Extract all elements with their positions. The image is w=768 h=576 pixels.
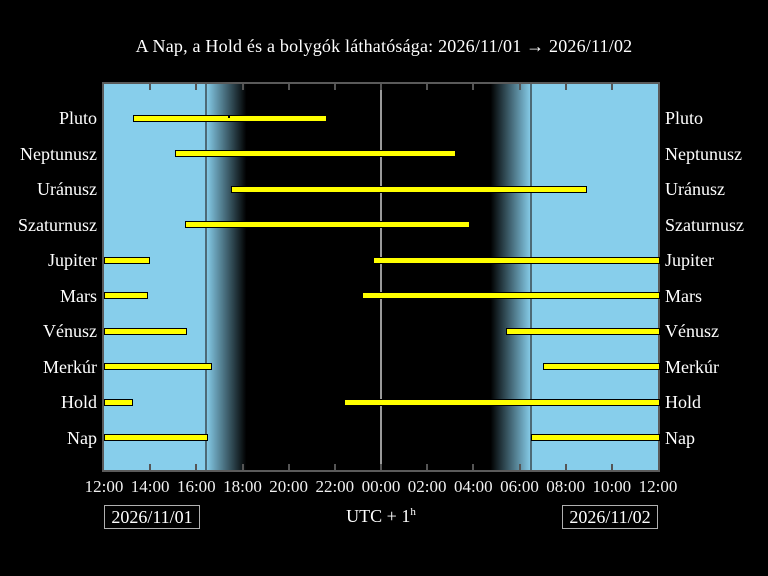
row-label-left-mars: Mars	[60, 285, 97, 306]
row-label-left-szaturnusz: Szaturnusz	[18, 214, 97, 235]
x-tick-label: 10:00	[592, 477, 632, 496]
visibility-bar-neptunusz	[175, 150, 457, 157]
axis-tick	[333, 84, 336, 90]
axis-tick	[518, 464, 521, 470]
start-date-label: 2026/11/01	[111, 507, 193, 527]
visibility-bar-mars	[361, 292, 660, 299]
row-label-right-mars: Mars	[665, 285, 702, 306]
start-date-box: 2026/11/01	[104, 505, 200, 529]
end-date-label: 2026/11/02	[569, 507, 651, 527]
x-tick-label: 08:00	[546, 477, 586, 496]
row-label-right-neptunusz: Neptunusz	[665, 143, 742, 164]
row-label-left-hold: Hold	[61, 392, 97, 412]
row-label-right-hold: Hold	[665, 392, 701, 412]
axis-tick	[380, 464, 382, 470]
axis-tick	[195, 464, 198, 470]
visibility-bar-hold	[104, 398, 133, 406]
axis-tick	[241, 84, 244, 90]
visibility-bar-vnusz	[506, 327, 660, 335]
x-tick-label: 14:00	[130, 477, 170, 496]
row-label-right-urnusz: Uránusz	[665, 179, 725, 199]
axis-tick	[426, 464, 429, 470]
row-label-right-pluto: Pluto	[665, 108, 704, 128]
transit-marker-pluto	[228, 114, 231, 118]
timezone-text: UTC + 1	[346, 506, 411, 526]
row-label-left-pluto: Pluto	[58, 108, 97, 128]
axis-tick	[380, 84, 382, 90]
visibility-bar-szaturnusz	[184, 221, 470, 228]
visibility-bar-nap	[531, 434, 660, 441]
row-label-left-urnusz: Uránusz	[37, 179, 97, 199]
x-axis-tick-labels: 12:00 14:00 16:00 18:00 20:00 22:00 00:00 02:00…	[85, 477, 678, 497]
row-label-left-nap: Nap	[67, 427, 97, 448]
visibility-bar-vnusz	[104, 327, 187, 335]
visibility-bar-merkr	[542, 363, 660, 370]
axis-tick	[426, 84, 429, 90]
chart-title: A Nap, a Hold és a bolygók láthatósága: …	[135, 36, 633, 56]
row-label-left-vnusz: Vénusz	[43, 321, 97, 341]
visibility-bar-jupiter	[373, 256, 660, 264]
midnight-gridline	[380, 84, 382, 470]
axis-tick	[472, 464, 475, 470]
axis-tick	[518, 84, 521, 90]
axis-tick	[287, 464, 290, 470]
visibility-bar-merkr	[104, 363, 212, 370]
axis-tick	[333, 464, 336, 470]
x-tick-label: 12:00	[84, 477, 124, 496]
timezone-superscript: h	[410, 506, 416, 518]
x-tick-label: 18:00	[223, 477, 262, 496]
row-label-left-merkr: Merkúr	[43, 356, 97, 377]
row-label-right-szaturnusz: Szaturnusz	[665, 214, 744, 235]
x-tick-label: 00:00	[361, 477, 401, 496]
x-tick-label: 02:00	[407, 477, 447, 496]
row-label-right-merkr: Merkúr	[665, 356, 719, 377]
x-tick-label: 06:00	[500, 477, 539, 496]
axis-tick	[610, 464, 613, 470]
axis-tick	[195, 84, 198, 90]
axis-tick	[564, 84, 567, 90]
sunrise-gridline	[530, 84, 533, 470]
plot-area	[104, 84, 660, 470]
x-tick-label: 22:00	[315, 477, 355, 496]
plot-frame	[102, 82, 660, 472]
axis-tick	[149, 464, 152, 470]
visibility-bar-jupiter	[104, 256, 151, 264]
row-label-right-jupiter: Jupiter	[665, 250, 714, 270]
axis-tick	[287, 84, 290, 90]
x-tick-label: 16:00	[176, 477, 216, 496]
visibility-bar-urnusz	[230, 185, 587, 193]
visibility-bar-mars	[104, 292, 149, 299]
axis-tick	[472, 84, 475, 90]
timezone-label: UTC + 1h	[104, 506, 658, 527]
axis-tick	[564, 464, 567, 470]
sunset-gridline	[204, 84, 207, 470]
x-tick-label: 12:00	[638, 477, 678, 496]
visibility-bar-hold	[344, 398, 660, 406]
visibility-bar-nap	[104, 434, 208, 441]
row-label-right-nap: Nap	[665, 427, 695, 448]
axis-tick	[241, 464, 244, 470]
end-date-box: 2026/11/02	[562, 505, 658, 529]
row-label-left-jupiter: Jupiter	[48, 250, 97, 270]
x-tick-label: 04:00	[453, 477, 493, 496]
axis-tick	[149, 84, 152, 90]
x-tick-label: 20:00	[269, 477, 309, 496]
axis-tick	[610, 84, 613, 90]
row-label-left-neptunusz: Neptunusz	[20, 143, 97, 164]
row-label-right-vnusz: Vénusz	[665, 321, 719, 341]
